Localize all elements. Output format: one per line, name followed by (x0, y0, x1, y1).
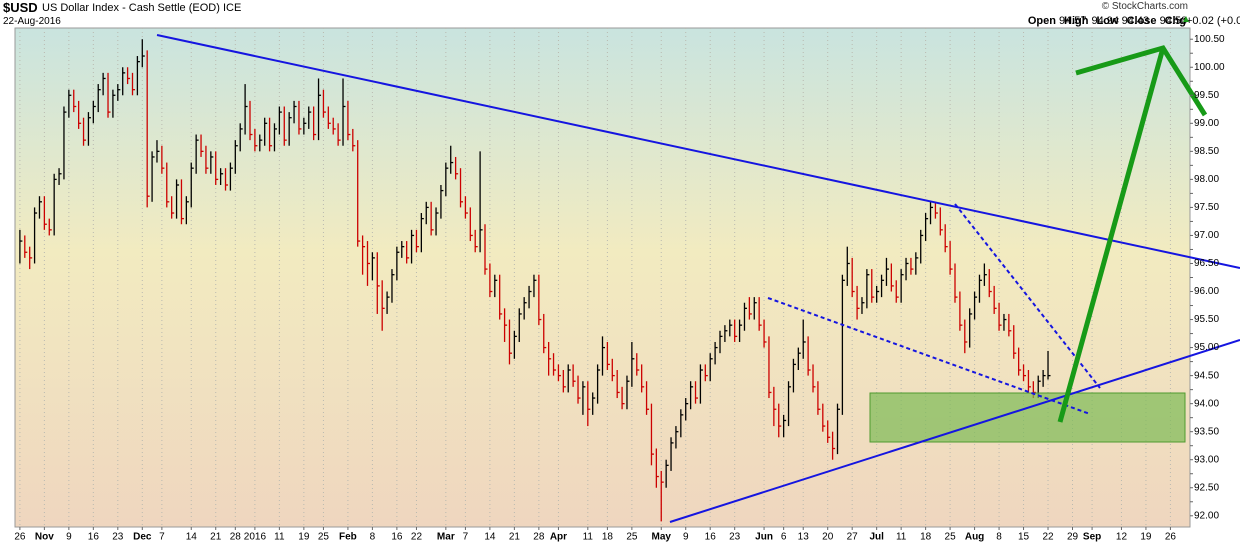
arrow-shaft (1057, 47, 1166, 423)
date: 22-Aug-2016 (3, 16, 61, 27)
y-tick-label: 100.00 (1194, 62, 1225, 73)
support-zone (869, 392, 1186, 443)
x-tick-label: Jul (869, 532, 884, 543)
dotted-trendline (767, 297, 1091, 415)
quote-label: Low (1096, 15, 1119, 27)
plot-area (14, 27, 1191, 528)
x-tick-label: 9 (683, 532, 689, 543)
x-tick-label: 25 (945, 532, 957, 543)
x-tick-label: 16 (391, 532, 403, 543)
y-tick-label: 92.00 (1194, 510, 1219, 521)
y-tick-label: 95.50 (1194, 314, 1219, 325)
y-tick-label: 93.00 (1194, 454, 1219, 465)
x-tick-label: 13 (798, 532, 810, 543)
x-tick-label: 16 (88, 532, 100, 543)
copyright: © StockCharts.com (1101, 1, 1188, 12)
x-tick-label: 27 (847, 532, 859, 543)
x-tick-label: Aug (965, 532, 984, 543)
y-tick-label: 94.00 (1194, 398, 1219, 409)
arrow-head (1075, 45, 1208, 117)
quote-value: 94.57 (1059, 15, 1087, 27)
x-tick-label: 11 (274, 532, 285, 543)
x-tick-label: 23 (729, 532, 741, 543)
x-tick-label: 25 (318, 532, 330, 543)
y-tick-label: 97.50 (1194, 202, 1219, 213)
x-tick-label: 22 (411, 532, 423, 543)
x-tick-label: 21 (210, 532, 222, 543)
x-tick-label: 11 (583, 532, 594, 543)
y-tick-label: 94.50 (1194, 370, 1219, 381)
x-tick-label: 7 (159, 532, 165, 543)
quote-value: +0.02 (+0.02%) (1186, 15, 1240, 27)
quote-value: 94.94 (1091, 15, 1120, 27)
x-tick-label: 29 (1067, 532, 1079, 543)
x-tick-label: Apr (550, 532, 567, 543)
x-tick-label: 25 (626, 532, 638, 543)
x-tick-label: 18 (602, 532, 614, 543)
quote-label: Close (1126, 15, 1157, 27)
y-tick-label: 96.00 (1194, 286, 1219, 297)
x-tick-label: Nov (35, 532, 54, 543)
y-tick-label: 98.00 (1194, 174, 1219, 185)
y-tick-label: 100.50 (1194, 34, 1225, 45)
x-tick-label: 22 (1042, 532, 1054, 543)
y-tick-label: 99.00 (1194, 118, 1219, 129)
x-tick-label: 14 (186, 532, 198, 543)
annotations (156, 34, 1240, 523)
x-tick-label: Jun (755, 532, 773, 543)
y-tick-label: 96.50 (1194, 258, 1219, 269)
x-tick-label: 14 (484, 532, 496, 543)
header: $USD US Dollar Index - Cash Settle (EOD)… (0, 0, 1240, 28)
x-tick-label: 8 (370, 532, 376, 543)
lower-trendline (669, 339, 1240, 523)
x-tick-label: 23 (112, 532, 124, 543)
x-tick-label: 21 (509, 532, 521, 543)
x-tick-label: 28 (230, 532, 242, 543)
x-tick-label: 28 (533, 532, 545, 543)
x-tick-label: 26 (14, 532, 26, 543)
quote-label: Open (1027, 15, 1056, 27)
quote-label: Chg (1164, 15, 1186, 27)
x-tick-label: 20 (822, 532, 834, 543)
quote-value: 94.43 (1121, 15, 1150, 27)
up-indicator (1183, 16, 1189, 22)
x-tick-label: 15 (1018, 532, 1030, 543)
x-tick-label: 18 (920, 532, 932, 543)
y-tick-label: 95.00 (1194, 342, 1219, 353)
y-tick-label: 98.50 (1194, 146, 1219, 157)
x-tick-label: Mar (437, 532, 455, 543)
upper-trendline (156, 34, 1240, 269)
x-tick-label: 11 (896, 532, 907, 543)
quote-value: 94.50 (1159, 15, 1188, 27)
x-tick-label: Sep (1083, 532, 1101, 543)
quote: Open 94.57 High 94.94 Low 94.43 Close 94.50… (1023, 15, 1240, 27)
x-tick-label: May (652, 532, 672, 543)
instrument-name: US Dollar Index - Cash Settle (EOD) ICE (42, 2, 241, 14)
y-tick-label: 93.50 (1194, 426, 1219, 437)
x-tick-label: 19 (1140, 532, 1152, 543)
quote-label: High (1064, 15, 1089, 27)
x-tick-label: 9 (66, 532, 72, 543)
x-tick-label: 26 (1165, 532, 1177, 543)
name: US Dollar Index - Cash Settle (EOD) (42, 2, 220, 14)
exchange: ICE (222, 2, 242, 14)
y-tick-label: 92.50 (1194, 482, 1219, 493)
x-tick-label: Feb (339, 532, 357, 543)
x-tick-label: 2016 (244, 532, 267, 543)
x-tick-label: 16 (705, 532, 717, 543)
x-tick-label: 8 (996, 532, 1002, 543)
x-tick-label: 12 (1116, 532, 1128, 543)
symbol: $USD (3, 0, 38, 15)
x-tick-label: Dec (133, 532, 152, 543)
y-tick-label: 97.00 (1194, 230, 1219, 241)
x-tick-label: 7 (463, 532, 469, 543)
x-tick-label: 6 (781, 532, 787, 543)
x-tick-label: 19 (298, 532, 310, 543)
y-tick-label: 99.50 (1194, 90, 1219, 101)
